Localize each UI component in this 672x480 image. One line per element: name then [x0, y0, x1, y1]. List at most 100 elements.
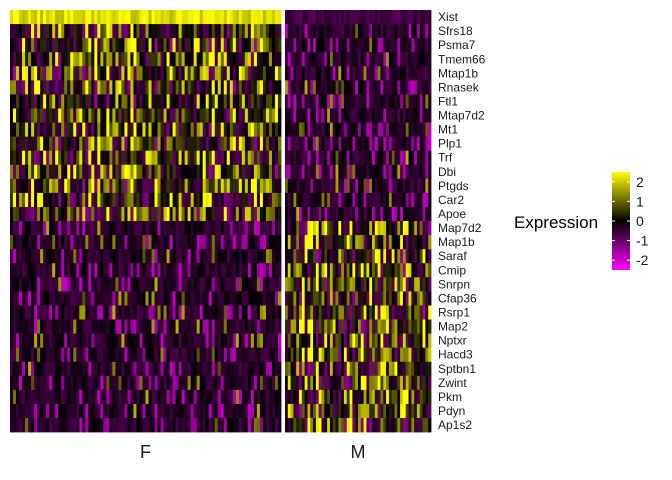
heatmap-cell	[408, 122, 412, 137]
heatmap-cell	[133, 418, 137, 433]
heatmap-cell	[181, 347, 186, 363]
heatmap-cell	[13, 403, 17, 419]
heatmap-cell	[250, 178, 255, 194]
heatmap-cell	[40, 235, 44, 250]
heatmap-cell	[220, 10, 225, 25]
heatmap-cell	[88, 263, 92, 278]
heatmap-cell	[94, 403, 98, 419]
heatmap-cell	[145, 80, 149, 95]
heatmap-cell	[13, 52, 17, 67]
heatmap-cell	[247, 206, 252, 222]
heatmap-cell	[321, 80, 325, 95]
heatmap-cell	[428, 235, 432, 250]
heatmap-cell	[422, 319, 426, 334]
heatmap-cell	[157, 305, 161, 320]
heatmap-cell	[76, 221, 80, 236]
heatmap-cell	[172, 235, 177, 250]
heatmap-cell	[127, 108, 131, 123]
heatmap-cell	[190, 108, 195, 123]
heatmap-cell	[22, 108, 26, 123]
heatmap-cell	[271, 375, 276, 391]
heatmap-cell	[377, 108, 381, 123]
heatmap-cell	[335, 52, 339, 67]
heatmap-cell	[166, 235, 170, 250]
heatmap-cell	[196, 333, 201, 348]
heatmap-cell	[76, 347, 80, 363]
heatmap-cell	[355, 249, 359, 264]
heatmap-cell	[274, 38, 279, 53]
heatmap-cell	[332, 66, 336, 81]
heatmap-cell	[372, 389, 376, 405]
heatmap-cell	[136, 206, 140, 222]
heatmap-cell	[175, 221, 180, 236]
heatmap-cell	[70, 291, 74, 306]
heatmap-cell	[259, 122, 264, 137]
heatmap-cell	[226, 206, 231, 222]
heatmap-cell	[55, 347, 59, 363]
heatmap-cell	[416, 418, 421, 433]
heatmap-cell	[394, 52, 398, 67]
heatmap-cell	[31, 66, 35, 81]
heatmap-cell	[103, 122, 107, 137]
heatmap-cell	[172, 164, 177, 180]
heatmap-cell	[400, 52, 404, 67]
heatmap-cell	[121, 206, 125, 222]
heatmap-cell	[235, 52, 240, 67]
heatmap-cell	[115, 375, 119, 391]
heatmap-cell	[205, 52, 210, 67]
heatmap-cell	[256, 361, 261, 377]
heatmap-cell	[232, 192, 237, 208]
heatmap-cell	[262, 235, 267, 250]
heatmap-cell	[229, 38, 234, 53]
heatmap-cell	[163, 389, 167, 405]
heatmap-cell	[223, 80, 228, 95]
heatmap-cell	[265, 150, 270, 166]
heatmap-cell	[85, 221, 89, 236]
heatmap-cell	[253, 333, 258, 348]
heatmap-cell	[130, 108, 134, 123]
heatmap-cell	[274, 178, 279, 194]
heatmap-cell	[217, 178, 222, 194]
heatmap-cell	[383, 94, 387, 109]
heatmap-cell	[329, 94, 334, 109]
heatmap-cell	[19, 319, 23, 334]
heatmap-cell	[127, 263, 131, 278]
heatmap-cell	[277, 38, 282, 53]
heatmap-cell	[19, 375, 23, 391]
heatmap-cell	[262, 221, 267, 236]
heatmap-cell	[85, 10, 89, 25]
heatmap-cell	[397, 52, 401, 67]
heatmap-cell	[256, 10, 261, 25]
heatmap-cell	[265, 178, 270, 194]
heatmap-cell	[307, 221, 311, 236]
heatmap-cell	[76, 178, 80, 194]
heatmap-cell	[226, 291, 231, 306]
heatmap-cell	[31, 52, 35, 67]
heatmap-cell	[343, 94, 348, 109]
heatmap-cell	[315, 389, 320, 405]
heatmap-cell	[97, 319, 101, 334]
heatmap-cell	[148, 136, 152, 151]
heatmap-cell	[187, 305, 192, 320]
heatmap-cell	[16, 38, 20, 53]
heatmap-cell	[37, 277, 41, 292]
heatmap-cell	[419, 418, 423, 433]
heatmap-cell	[405, 347, 409, 363]
heatmap-cell	[205, 305, 210, 320]
heatmap-cell	[327, 52, 331, 67]
heatmap-cell	[341, 38, 345, 53]
heatmap-cell	[184, 305, 189, 320]
heatmap-cell	[58, 418, 62, 433]
heatmap-cell	[46, 178, 50, 194]
heatmap-cell	[121, 249, 125, 264]
heatmap-cell	[285, 305, 289, 320]
heatmap-cell	[327, 206, 331, 222]
heatmap-cell	[299, 150, 303, 166]
heatmap-cell	[341, 319, 345, 334]
heatmap-cell	[67, 38, 71, 53]
heatmap-cell	[315, 206, 320, 222]
heatmap-cell	[268, 164, 273, 180]
gene-label: Nptxr	[438, 334, 467, 348]
heatmap-cell	[109, 319, 113, 334]
heatmap-cell	[318, 192, 322, 208]
